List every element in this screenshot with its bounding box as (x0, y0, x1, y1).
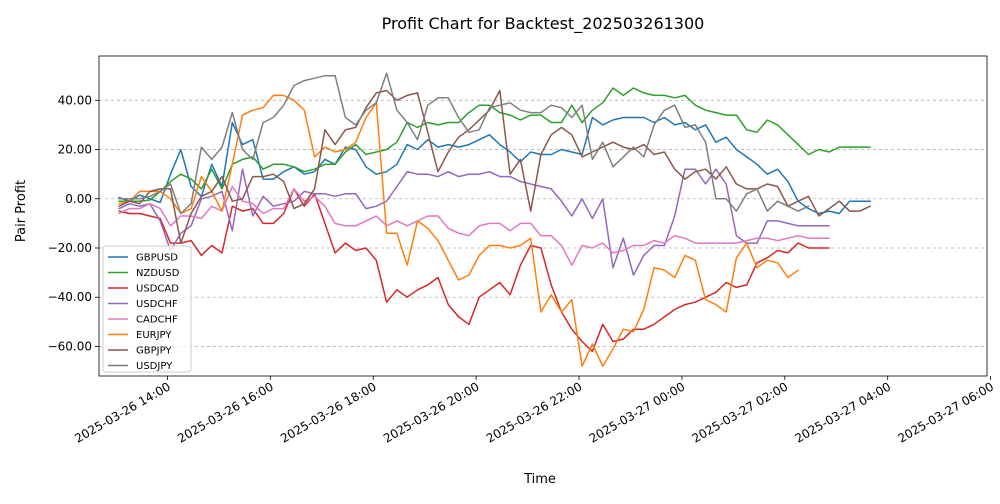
chart-title: Profit Chart for Backtest_202503261300 (382, 14, 705, 34)
series-line-gbpjpy (118, 89, 871, 244)
y-tick-label: −20.00 (48, 241, 92, 255)
legend-label-gbpjpy: GBPJPY (136, 346, 172, 357)
legend-label-usdchf: USDCHF (136, 299, 178, 310)
y-tick-label: 20.00 (58, 143, 92, 157)
legend-label-usdjpy: USDJPY (136, 361, 173, 372)
series-line-usdjpy (118, 72, 810, 215)
y-axis: −60.00 −40.00 −20.00 0.00 20.00 40.00 (48, 93, 99, 353)
plot-frame (98, 55, 988, 377)
legend-label-nzdusd: NZDUSD (136, 268, 180, 279)
legend-label-usdcad: USDCAD (136, 284, 179, 295)
y-tick-label: 0.00 (65, 192, 92, 206)
legend-label-gbpusd: GBPUSD (136, 253, 178, 264)
series-line-gbpusd (118, 116, 871, 215)
y-axis-label: Pair Profit (14, 180, 29, 242)
y-tick-label: −40.00 (48, 290, 92, 304)
legend-label-eurjpy: EURJPY (136, 330, 172, 341)
series-line-usdcad (118, 188, 830, 353)
series-lines (118, 72, 871, 367)
y-tick-label: −60.00 (48, 339, 92, 353)
series-line-nzdusd (118, 87, 871, 202)
legend-frame (102, 245, 192, 373)
x-axis-label: Time (523, 472, 556, 487)
series-line-cadchf (118, 185, 830, 266)
y-tick-label: 40.00 (58, 93, 92, 107)
series-line-eurjpy (118, 94, 799, 367)
legend: GBPUSD NZDUSD USDCAD USDCHF CADCHF EURJPY GBPJ… (102, 245, 192, 373)
legend-label-cadchf: CADCHF (136, 315, 178, 326)
